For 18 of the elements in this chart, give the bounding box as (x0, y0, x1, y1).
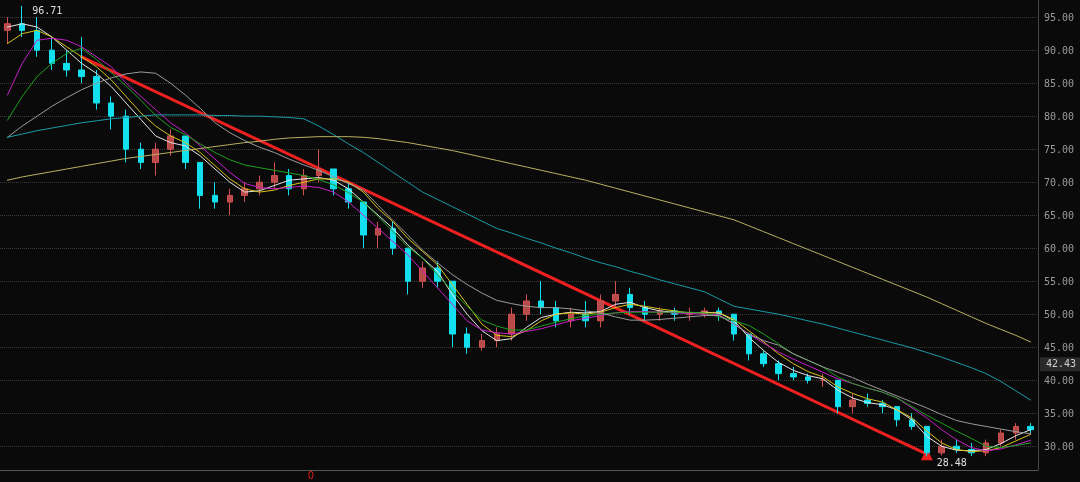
y-tick-label: 75.00 (1044, 143, 1075, 155)
annotation: 42.43 (1045, 357, 1077, 369)
y-tick-label: 90.00 (1044, 44, 1075, 56)
y-tick-label: 85.00 (1044, 77, 1075, 89)
y-tick-label: 70.00 (1044, 176, 1075, 188)
y-tick-label: 60.00 (1044, 242, 1075, 254)
y-tick-label: 30.00 (1044, 440, 1075, 452)
y-tick-label: 45.00 (1044, 341, 1075, 353)
y-tick-label: 50.00 (1044, 308, 1075, 320)
y-tick-label: 55.00 (1044, 275, 1075, 287)
y-tick-label: 35.00 (1044, 407, 1075, 419)
y-tick-label: 80.00 (1044, 110, 1075, 122)
y-tick-label: 40.00 (1044, 374, 1075, 386)
y-tick-label: 95.00 (1044, 11, 1075, 23)
y-tick-label: 65.00 (1044, 209, 1075, 221)
annotation: 96.71 (32, 5, 63, 17)
annotation: 0 (307, 469, 315, 481)
annotation: 28.48 (936, 456, 967, 468)
